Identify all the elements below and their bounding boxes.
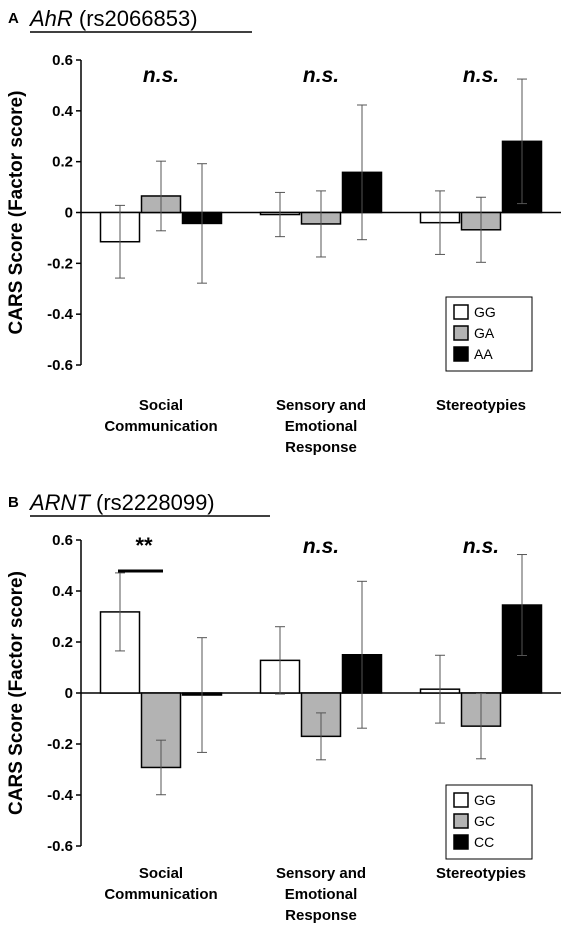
chart-0-y-axis-label: CARS Score (Factor score) [6,91,27,335]
panel-a-chart: CARS Score (Factor score) 0.6 0.4 0.2 0 -0.2 -… [6,52,561,456]
chart-1-y-tick-label: -0.4 [47,787,74,804]
chart-1-category-label: Communication [104,886,217,903]
chart-0-y-tick-label: -0.4 [47,306,74,323]
chart-0-legend-swatch-aa [453,346,469,362]
panel-b-snp-id: (rs2228099) [90,490,215,515]
chart-1-legend-swatch-cc [453,834,469,850]
chart-0-y-tick-label: 0.6 [52,52,73,69]
chart-0-category-label: Sensory and [276,397,366,414]
chart-1-significance-label: ** [135,533,153,558]
panel-b-title: ARNT (rs2228099) [28,490,215,515]
chart-1-category-label: Social [139,865,183,882]
chart-0-category-label: Emotional [285,418,358,435]
chart-1-legend-swatch-gg [453,792,469,808]
chart-0-y-tick-label: -0.6 [47,357,73,374]
chart-1-significance-label: n.s. [303,535,339,558]
chart-1-significance-label: n.s. [463,535,499,558]
chart-1-y-tick-label: 0.2 [52,634,73,651]
chart-0-y-tick-label: 0.4 [52,103,74,120]
chart-1-legend-label: CC [474,834,494,850]
chart-0-category-label: Communication [104,418,217,435]
chart-1-legend-swatch-gc [453,813,469,829]
chart-0-legend-label: GA [474,325,495,341]
chart-1-legend-label: GC [474,813,495,829]
chart-0-y-tick-label: 0 [65,205,73,222]
panel-b-letter: B [8,494,19,511]
chart-1-y-axis-label: CARS Score (Factor score) [6,571,27,815]
chart-0-legend-swatch-gg [453,304,469,320]
chart-0-y-tick-label: 0.2 [52,154,73,171]
chart-0-significance-label: n.s. [463,64,499,87]
chart-1-y-tick-label: -0.2 [47,736,73,753]
panel-a-title: AhR (rs2066853) [28,6,198,31]
chart-0-significance-label: n.s. [303,64,339,87]
chart-1-y-tick-label: -0.6 [47,838,73,855]
chart-0-legend: GG GA AA [445,296,533,372]
panel-a-snp-id: (rs2066853) [73,6,198,31]
chart-0-significance-label: n.s. [143,64,179,87]
chart-0-legend-label: GG [474,304,496,320]
chart-1-category-label: Stereotypies [436,865,526,882]
chart-1-legend-label: GG [474,792,496,808]
panel-b-chart: CARS Score (Factor score) 0.6 0.4 0.2 0 -0.2 -… [6,532,561,924]
chart-0-category-label: Social [139,397,183,414]
chart-0-legend-label: AA [474,346,493,362]
chart-1-category-label: Sensory and [276,865,366,882]
chart-0-legend-swatch-ga [453,325,469,341]
chart-1-category-label: Response [285,907,357,924]
panel-a-letter: A [8,10,19,27]
panel-b-gene-name: ARNT [28,490,91,515]
chart-1-y-tick-label: 0.6 [52,532,73,549]
chart-0-category-label: Response [285,439,357,456]
chart-0-category-label: Stereotypies [436,397,526,414]
chart-1-category-label: Emotional [285,886,358,903]
chart-1-y-tick-label: 0.4 [52,583,74,600]
panel-a-gene-name: AhR [28,6,73,31]
chart-1-y-tick-label: 0 [65,685,73,702]
chart-1-legend: GG GC CC [445,784,533,860]
chart-0-y-tick-label: -0.2 [47,255,73,272]
